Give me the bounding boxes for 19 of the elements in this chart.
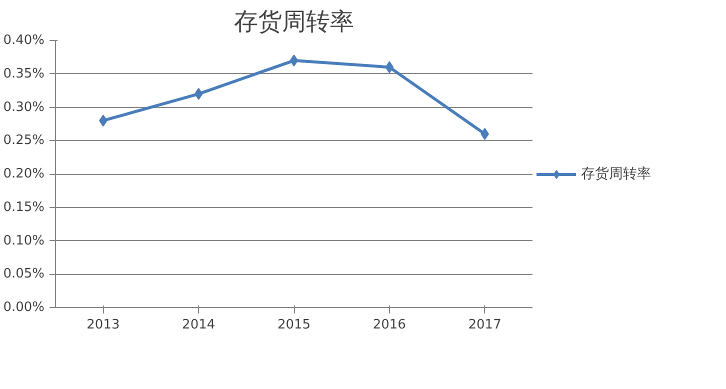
point — [290, 54, 298, 67]
y-tick-label: 0.15% — [3, 200, 45, 215]
y-tick-label: 0.30% — [3, 100, 45, 115]
y-tick-label: 0.20% — [3, 166, 45, 182]
y-tick-label: 0.05% — [3, 266, 45, 282]
x-tick-label: 2015 — [277, 318, 311, 332]
x-tick-label: 2016 — [372, 318, 406, 332]
y-tick-label: 0.25% — [3, 133, 45, 148]
x-tick-label: 2017 — [468, 318, 502, 332]
x-tick-label: 2014 — [182, 318, 216, 332]
y-tick-label: 0.00% — [3, 300, 45, 315]
y-tick-label: 0.40% — [3, 33, 45, 48]
x-tick-label: 2013 — [86, 318, 120, 332]
point — [385, 61, 394, 74]
point — [194, 88, 203, 100]
legend-label: 存货周转率 — [581, 164, 651, 182]
y-tick-label: 0.10% — [3, 233, 45, 248]
chart-title: 存货周转率 — [234, 8, 354, 36]
y-tick-label: 0.35% — [3, 66, 45, 82]
